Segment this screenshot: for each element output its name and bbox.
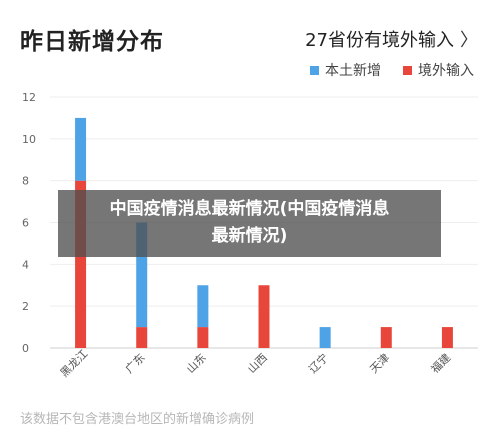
bar-local — [197, 285, 209, 328]
y-tick-label: 8 — [22, 175, 29, 188]
bar-imported — [441, 327, 453, 348]
y-tick-label: 2 — [22, 300, 29, 313]
bar-imported — [136, 327, 148, 348]
x-tick-label: 辽宁 — [306, 350, 331, 375]
legend-item-local: 本土新增 — [310, 60, 381, 80]
legend-swatch-local — [310, 65, 319, 75]
article-title-overlay: 中国疫情消息最新情况(中国疫情消息 最新情况) — [58, 190, 441, 257]
chart-legend: 本土新增 境外输入 — [310, 60, 474, 80]
x-tick-label: 广东 — [123, 351, 148, 376]
overlay-line-2: 最新情况) — [211, 226, 288, 246]
bar-imported — [380, 327, 392, 348]
legend-item-imported: 境外输入 — [403, 60, 474, 80]
bar-imported — [258, 285, 270, 348]
y-tick-label: 6 — [22, 217, 29, 230]
x-tick-label: 山西 — [245, 351, 270, 376]
bar-chart: 0 2 4 6 8 10 12 黑龙江 广东 山东 山西 辽宁 天津 福建 — [22, 91, 478, 380]
legend-swatch-imported — [403, 65, 412, 75]
bar-local — [75, 117, 87, 181]
imported-cases-link[interactable]: 27省份有境外输入〉 — [305, 26, 478, 52]
y-tick-label: 4 — [22, 258, 29, 271]
y-tick-label: 10 — [22, 133, 36, 146]
x-tick-label: 黑龙江 — [58, 347, 91, 380]
bar-local — [136, 222, 148, 328]
footnote: 该数据不包含港澳台地区的新增确诊病例 — [20, 412, 255, 427]
y-tick-label: 0 — [22, 342, 29, 355]
y-tick-label: 12 — [22, 91, 36, 104]
x-tick-label: 福建 — [428, 350, 453, 375]
bar-local — [319, 327, 331, 348]
bar-imported — [75, 180, 87, 348]
imported-cases-link-label: 27省份有境外输入 — [305, 30, 454, 51]
chart-title: 昨日新增分布 — [20, 29, 164, 55]
legend-label-local: 本土新增 — [325, 63, 381, 79]
bar-imported — [197, 327, 209, 348]
legend-label-imported: 境外输入 — [418, 63, 474, 79]
overlay-line-1: 中国疫情消息最新情况(中国疫情消息 — [109, 199, 390, 219]
chevron-right-icon: 〉 — [460, 30, 478, 51]
x-tick-label: 山东 — [184, 351, 209, 376]
x-tick-label: 天津 — [367, 351, 392, 376]
